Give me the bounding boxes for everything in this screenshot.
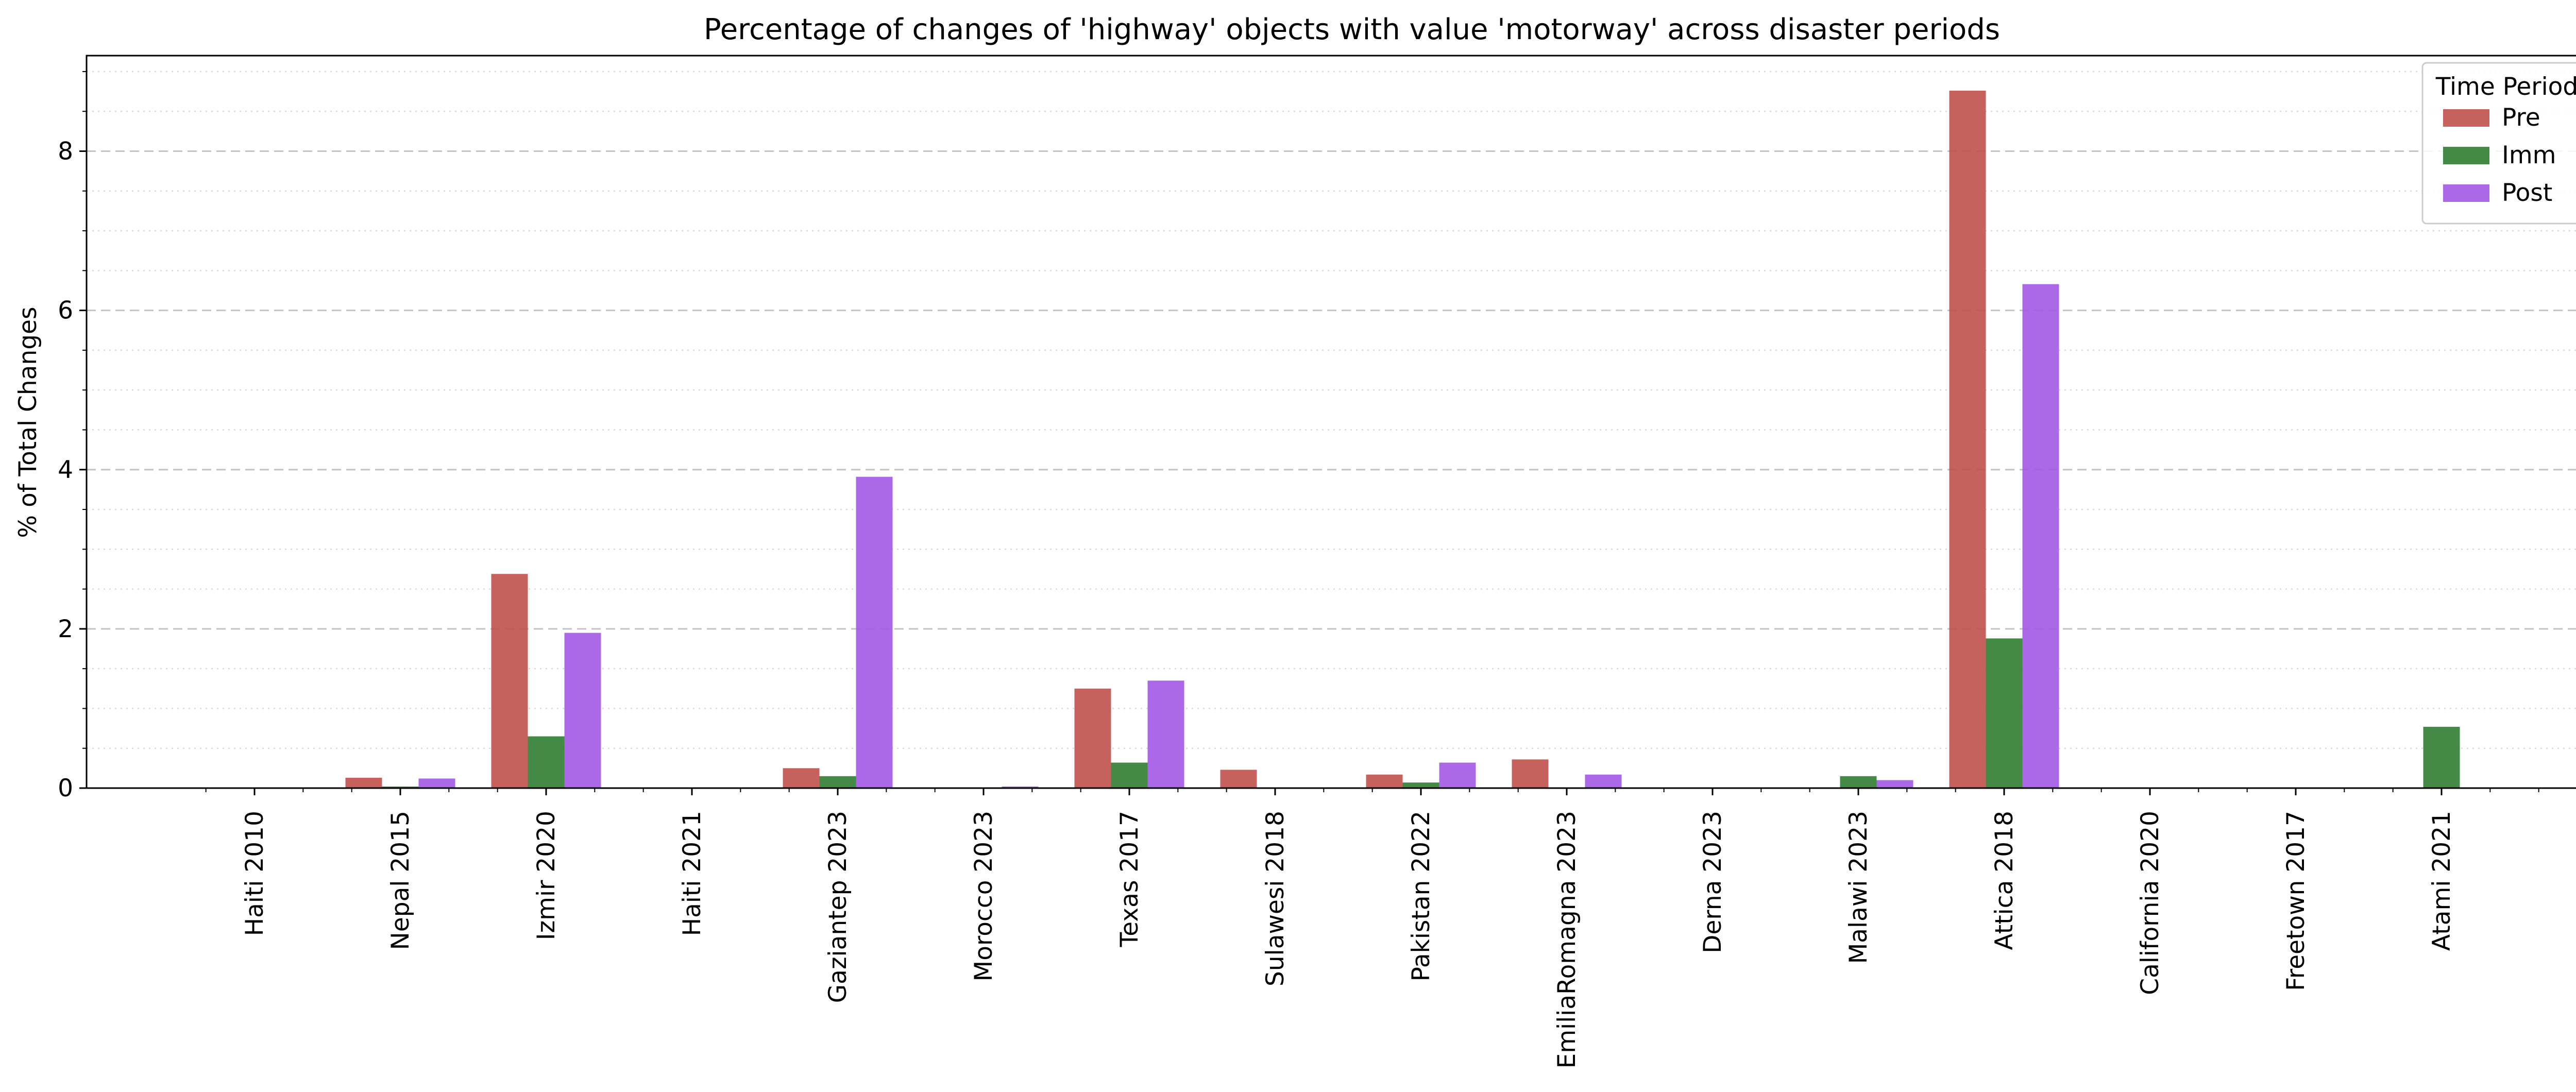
- bar-imm-2: [528, 736, 565, 788]
- bar-post-2: [564, 633, 601, 788]
- legend-swatch-post: [2443, 184, 2489, 202]
- x-tick-label: Haiti 2010: [241, 811, 269, 936]
- bar-pre-4: [783, 768, 820, 788]
- legend-swatch-pre: [2443, 109, 2489, 127]
- bar-pre-12: [1949, 91, 1986, 789]
- x-tick-label: Attica 2018: [1990, 811, 2019, 950]
- y-tick-label: 6: [58, 297, 73, 325]
- y-axis-label: % of Total Changes: [14, 307, 42, 538]
- x-tick-label: Sulawesi 2018: [1261, 811, 1290, 986]
- bar-imm-6: [1111, 762, 1148, 788]
- legend-box: [2421, 62, 2576, 225]
- y-tick-label: 0: [58, 774, 73, 803]
- x-tick-label: Nepal 2015: [386, 811, 415, 950]
- bar-imm-4: [819, 776, 856, 788]
- chart-title: Percentage of changes of 'highway' objec…: [704, 13, 2000, 46]
- legend: Time Period Pre Imm Post: [2421, 62, 2576, 225]
- legend-swatch-imm: [2443, 147, 2489, 164]
- x-tick-label: Morocco 2023: [970, 811, 998, 981]
- y-tick-label: 8: [58, 137, 73, 165]
- x-tick-label: Izmir 2020: [532, 811, 561, 940]
- grid-layer: [87, 71, 2576, 749]
- x-tick-label: Texas 2017: [1115, 811, 1144, 947]
- bar-pre-9: [1512, 759, 1549, 788]
- x-tick-label: EmiliaRomagna 2023: [1553, 811, 1581, 1068]
- x-tick-label: Atami 2021: [2428, 811, 2456, 951]
- bar-imm-1: [382, 786, 419, 788]
- bar-imm-8: [1402, 782, 1439, 788]
- bars-layer: [345, 91, 2460, 789]
- bar-imm-11: [1840, 776, 1877, 788]
- bar-pre-7: [1220, 770, 1257, 788]
- x-tick-label: Pakistan 2022: [1407, 811, 1435, 981]
- legend-label-imm: Imm: [2502, 141, 2556, 169]
- legend-title: Time Period: [2435, 73, 2576, 101]
- bar-post-5: [1002, 786, 1039, 788]
- bar-post-6: [1147, 680, 1184, 788]
- y-tick-label: 4: [58, 456, 73, 484]
- bar-post-11: [1876, 780, 1913, 788]
- x-tick-label: Derna 2023: [1699, 811, 1727, 953]
- axes-layer: 0 2 4 6 8 Haiti 2010 Nepal 2015 Izmir 2020 Haiti…: [58, 55, 2576, 1068]
- y-tick-label: 2: [58, 615, 73, 643]
- x-tick-label: Malawi 2023: [1844, 811, 1873, 964]
- bar-pre-8: [1366, 774, 1403, 788]
- legend-label-pre: Pre: [2502, 104, 2540, 132]
- bar-pre-2: [491, 574, 528, 788]
- bar-pre-1: [345, 777, 382, 788]
- legend-label-post: Post: [2502, 179, 2552, 207]
- bar-post-8: [1439, 762, 1476, 788]
- x-tick-label: Haiti 2021: [678, 811, 706, 936]
- bar-imm-12: [1986, 638, 2023, 788]
- x-tick-label: Freetown 2017: [2282, 811, 2310, 991]
- bar-imm-15: [2423, 726, 2460, 788]
- bar-post-12: [2022, 284, 2059, 788]
- bar-post-9: [1585, 774, 1622, 788]
- x-tick-label: Gaziantep 2023: [824, 811, 852, 1003]
- bar-pre-6: [1074, 688, 1111, 788]
- x-tick-label: California 2020: [2136, 811, 2164, 995]
- bar-post-4: [856, 476, 893, 788]
- bar-post-1: [418, 778, 455, 788]
- plot-frame: [86, 55, 2576, 789]
